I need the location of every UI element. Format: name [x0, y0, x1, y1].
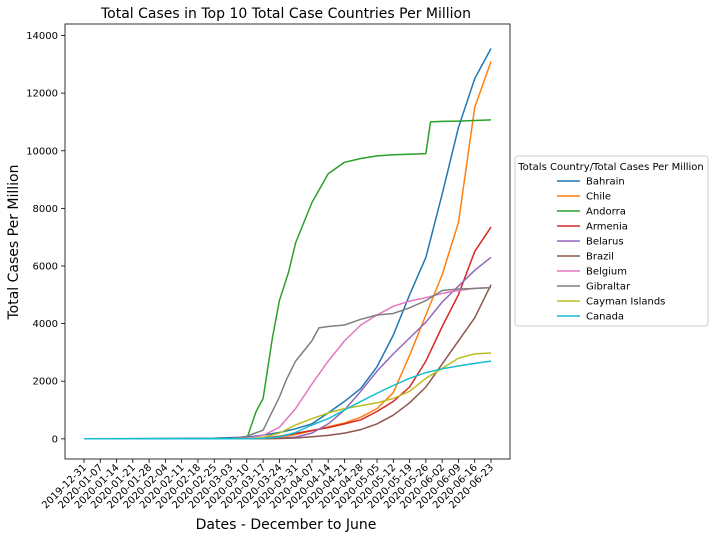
legend: Totals Country/Total Cases Per Million B… [514, 155, 709, 327]
legend-entry: Bahrain [586, 177, 625, 188]
x-axis-label: Dates - December to June [196, 517, 377, 533]
legend-entry: Andorra [586, 207, 626, 218]
legend-entry: Gibraltar [586, 282, 631, 293]
legend-box [514, 155, 709, 327]
series-line-belarus [84, 256, 492, 440]
series-line-belgium [84, 286, 492, 440]
legend-entry: Cayman Islands [586, 297, 665, 308]
legend-entry: Chile [586, 192, 611, 203]
series-line-andorra [84, 119, 492, 440]
y-axis-label: Total Cases Per Million [6, 165, 22, 321]
legend-entry: Brazil [586, 252, 614, 263]
series-line-canada [84, 360, 492, 440]
series-line-cayman-islands [84, 352, 492, 440]
legend-items: Bahrain Chile Andorra Armenia Belarus Brazil B… [557, 177, 665, 323]
y-tick-label: 8000 [33, 204, 58, 215]
legend-title: Totals Country/Total Cases Per Million [517, 162, 704, 173]
y-axis: 0 2000 4000 6000 8000 10000 12000 14000 [26, 31, 65, 445]
y-tick-label: 4000 [33, 319, 58, 330]
y-tick-label: 0 [52, 434, 58, 445]
legend-entry: Canada [586, 312, 624, 323]
y-tick-label: 10000 [26, 146, 58, 157]
legend-entry: Belarus [586, 237, 624, 248]
series-line-armenia [84, 226, 492, 440]
plot-area [64, 23, 511, 460]
series-line-brazil [84, 284, 492, 440]
chart-title: Total Cases in Top 10 Total Case Countri… [100, 6, 471, 22]
series-lines [83, 48, 492, 440]
y-tick-label: 6000 [33, 261, 58, 272]
x-axis: 2019-12-312020-01-072020-01-142020-01-21… [40, 459, 496, 511]
legend-entry: Belgium [586, 267, 627, 278]
y-tick-label: 2000 [33, 377, 58, 388]
legend-entry: Armenia [586, 222, 628, 233]
series-line-gibraltar [84, 286, 492, 440]
y-tick-label: 14000 [26, 31, 58, 42]
y-tick-label: 12000 [26, 89, 58, 100]
